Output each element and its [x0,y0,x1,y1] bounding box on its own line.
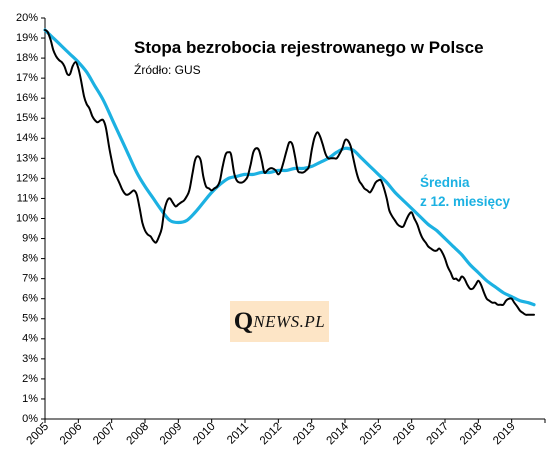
y-tick-label: 8% [22,253,38,265]
y-tick-label: 7% [22,273,38,285]
y-tick-label: 1% [22,393,38,405]
y-tick-label: 17% [16,72,38,84]
logo-q: Q [233,307,254,335]
x-tick-label: 2010 [191,421,218,448]
x-tick-label: 2017 [425,421,452,448]
y-tick-label: 16% [16,92,38,104]
y-tick-label: 19% [16,32,38,44]
y-tick-label: 15% [16,112,38,124]
y-tick-label: 13% [16,152,38,164]
y-tick-label: 9% [22,232,38,244]
x-tick-label: 2013 [291,421,318,448]
y-tick-label: 0% [22,413,38,425]
y-tick-label: 20% [16,12,38,24]
x-tick-label: 2006 [58,421,85,448]
x-tick-label: 2019 [491,421,518,448]
x-tick-label: 2008 [125,421,152,448]
annotation-line-2: z 12. miesięcy [420,194,511,209]
x-tick-label: 2012 [258,421,285,448]
y-tick-label: 10% [16,212,38,224]
y-tick-label: 18% [16,52,38,64]
x-tick-label: 2018 [458,421,485,448]
y-tick-label: 3% [22,353,38,365]
y-tick-label: 14% [16,132,38,144]
y-tick-labels: 0% 1% 2% 3% 4% 5% 6% 7% 8% 9% 10% 11% 12% 13% 14% 15% 16… [16,12,38,425]
series-line-average [43,28,536,307]
logo-text: NEWS.PL [253,311,326,331]
y-tick-label: 5% [22,313,38,325]
qnews-logo: Q NEWS.PL [230,301,329,342]
series-lines [43,28,536,316]
y-tick-label: 4% [22,333,38,345]
axes [41,17,546,423]
series-line-monthly [44,29,535,316]
annotation-line-1: Średnia [420,175,470,190]
x-tick-label: 2009 [158,421,185,448]
x-tick-label: 2011 [225,421,251,447]
x-tick-label: 2014 [325,420,352,447]
y-tick-label: 11% [17,192,38,204]
x-tick-labels: 2005 2006 2007 2008 2009 2010 2011 2012 2013 2014… [25,420,518,447]
x-tick-label: 2007 [91,421,118,448]
x-tick-label: 2015 [358,421,385,448]
x-tick-label: 2016 [391,421,418,448]
chart-source: Źródło: GUS [134,62,201,77]
chart-title: Stopa bezrobocia rejestrowanego w Polsce [134,38,484,57]
y-tick-label: 12% [16,172,38,184]
y-tick-label: 2% [22,373,38,385]
y-tick-label: 6% [22,293,38,305]
